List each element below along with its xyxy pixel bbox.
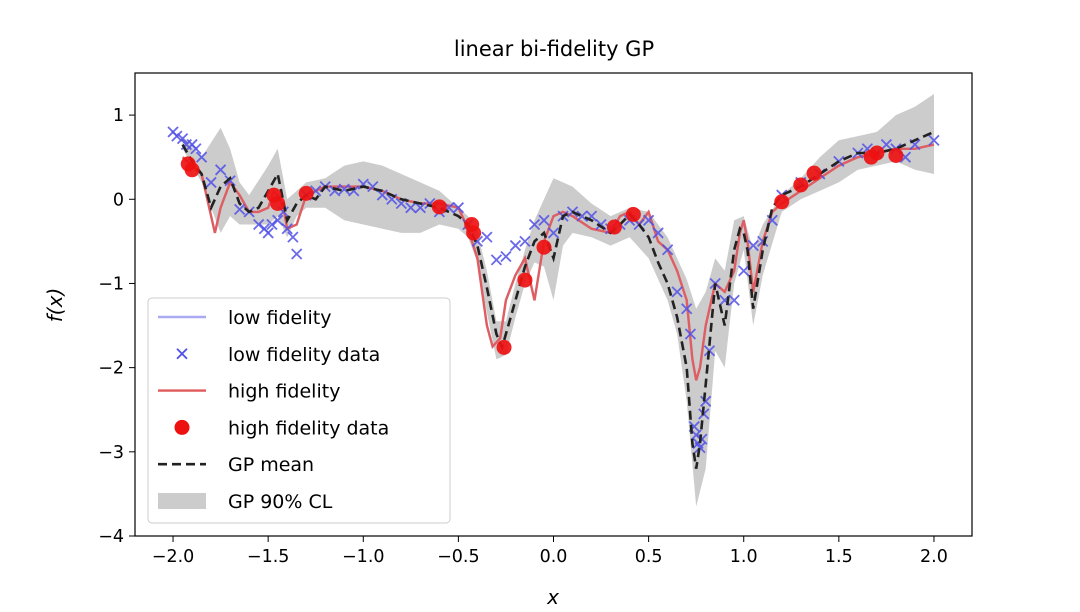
high-fidelity-data-point xyxy=(536,239,552,255)
high-fidelity-data-point xyxy=(606,219,622,235)
high-fidelity-data-point xyxy=(517,272,533,288)
legend: low fidelity low fidelity data high fideli… xyxy=(147,297,451,524)
x-tick-label: −2.0 xyxy=(152,547,195,567)
gp-confidence-band xyxy=(182,94,935,507)
low-fidelity-data-point xyxy=(414,202,426,214)
high-fidelity-data-point xyxy=(806,165,822,181)
low-fidelity-data-point xyxy=(176,133,189,145)
low-fidelity-data-point xyxy=(681,303,693,315)
legend-entry: high fidelity data xyxy=(174,417,389,439)
high-fidelity-data-point xyxy=(625,206,641,222)
x-tick-label: 1.0 xyxy=(730,547,758,567)
y-tick-label: 0 xyxy=(113,190,124,210)
legend-entry: GP mean xyxy=(158,454,314,476)
x-axis-label: x xyxy=(546,585,559,609)
low-fidelity-data-point xyxy=(696,433,708,445)
high-fidelity-data-point xyxy=(869,145,885,161)
low-fidelity-data-point xyxy=(233,203,246,216)
legend-entry: low fidelity xyxy=(158,307,331,329)
low-fidelity-data-point xyxy=(880,138,893,151)
x-tick-label: −0.5 xyxy=(437,547,480,567)
legend-label: GP mean xyxy=(228,454,314,476)
legend-label: low fidelity data xyxy=(228,344,380,366)
low-fidelity-data-point xyxy=(728,294,740,306)
high-fidelity-data-point xyxy=(774,194,790,210)
low-fidelity-data-point xyxy=(452,202,465,214)
y-tick-label: −1 xyxy=(98,274,124,294)
legend-swatch xyxy=(176,348,188,360)
high-fidelity-data-point xyxy=(270,195,286,211)
low-fidelity-data-point xyxy=(547,227,560,239)
legend-label: high fidelity xyxy=(228,381,340,403)
low-fidelity-data-point xyxy=(190,143,202,155)
x-tick-label: −1.0 xyxy=(342,547,385,567)
low-fidelity-data-point xyxy=(272,214,284,226)
low-fidelity-data-point xyxy=(519,235,531,248)
high-fidelity-data-point xyxy=(184,162,200,178)
low-fidelity-data-point xyxy=(287,231,299,243)
low-fidelity-data-point xyxy=(338,183,350,195)
low-fidelity-data-point xyxy=(509,239,522,252)
low-fidelity-data-point xyxy=(376,189,388,201)
y-axis-label: f(x) xyxy=(43,288,67,322)
x-tick-label: −1.5 xyxy=(247,547,290,567)
low-fidelity-data-point xyxy=(171,130,183,142)
legend-label: high fidelity data xyxy=(228,417,389,439)
y-tick-label: −4 xyxy=(98,527,124,547)
low-fidelity-data-point xyxy=(405,202,417,214)
legend-swatch xyxy=(158,493,206,509)
x-tick-label: 0.5 xyxy=(635,547,663,567)
low-fidelity-data-point xyxy=(481,231,493,243)
low-fidelity-data-point xyxy=(528,218,541,231)
low-fidelity-data-point xyxy=(642,214,655,226)
low-fidelity-data-point xyxy=(694,441,706,454)
low-fidelity-data-point xyxy=(281,223,293,235)
legend-swatch xyxy=(174,419,190,435)
low-fidelity-data-point xyxy=(652,227,664,239)
chart-title: linear bi-fidelity GP xyxy=(454,37,654,61)
x-tick-label: 1.5 xyxy=(825,547,853,567)
low-fidelity-data-point xyxy=(661,244,674,256)
low-fidelity-data-point xyxy=(490,254,503,266)
legend-label: low fidelity xyxy=(228,307,331,329)
high-fidelity-data-point xyxy=(431,199,447,215)
low-fidelity-data-point xyxy=(205,176,217,189)
low-fidelity-data-point xyxy=(348,185,360,197)
low-fidelity-data-point xyxy=(291,248,303,260)
high-fidelity-data-point xyxy=(298,185,314,201)
low-fidelity-data-point xyxy=(684,328,697,340)
y-tick-label: −2 xyxy=(98,359,124,379)
high-fidelity-data-point xyxy=(466,225,482,241)
low-fidelity-data-point xyxy=(253,218,265,231)
x-tick-label: 0.0 xyxy=(540,547,568,567)
legend-label: GP 90% CL xyxy=(228,491,333,513)
legend-entry: low fidelity data xyxy=(176,344,380,366)
low-fidelity-data-point xyxy=(576,210,588,222)
low-fidelity-data-point xyxy=(266,218,278,231)
legend-entry: high fidelity xyxy=(158,381,340,403)
low-fidelity-data-point xyxy=(500,250,512,263)
low-fidelity-data-point xyxy=(538,214,550,226)
high-fidelity-data-point xyxy=(793,177,809,193)
gp-mean-line xyxy=(181,130,935,469)
y-tick-label: −3 xyxy=(98,443,124,463)
y-tick-label: 1 xyxy=(113,106,124,126)
low-fidelity-data-point xyxy=(214,164,227,176)
low-fidelity-data-point xyxy=(738,265,750,277)
axis-ticks: −2.0 −1.5 −1.0 −0.5 0.0 0.5 1.0 1.5 2.0 1 0 −1 −2 −3 −… xyxy=(98,106,948,567)
low-fidelity-data-point xyxy=(928,134,940,146)
low-fidelity-data-point xyxy=(329,185,341,197)
high-fidelity-data-point xyxy=(496,339,512,355)
low-fidelity-data-point xyxy=(747,239,759,252)
low-fidelity-data-point xyxy=(700,395,712,407)
x-tick-label: 2.0 xyxy=(920,547,948,567)
low-fidelity-data-point xyxy=(262,227,274,239)
legend-box xyxy=(147,297,451,524)
low-fidelity-data-point xyxy=(195,151,208,163)
low-fidelity-data-point xyxy=(671,286,683,298)
high-fidelity-data-point xyxy=(888,147,904,163)
plot-area xyxy=(167,94,940,507)
legend-entry: GP 90% CL xyxy=(158,491,333,513)
